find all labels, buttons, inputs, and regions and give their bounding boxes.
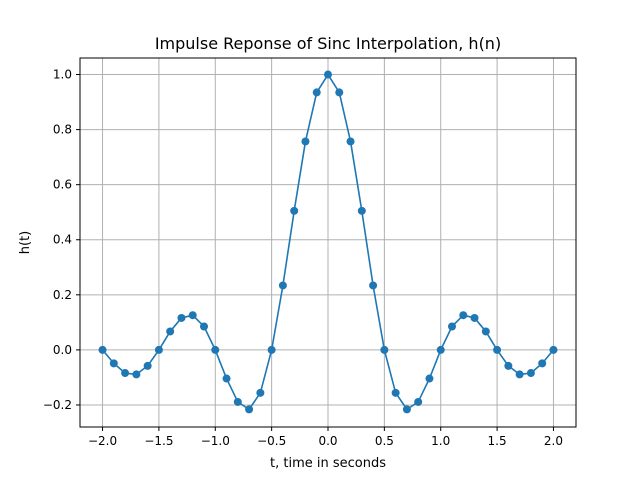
x-tick-label: −1.5	[144, 434, 173, 448]
data-point	[256, 388, 265, 397]
data-point	[324, 70, 332, 79]
data-point	[538, 359, 547, 368]
data-point	[109, 359, 118, 368]
data-point	[154, 345, 163, 354]
data-point	[481, 327, 490, 336]
data-point	[549, 345, 558, 354]
data-point	[369, 281, 378, 290]
data-point	[312, 88, 321, 97]
data-point	[222, 374, 231, 383]
y-tick-label: 0.0	[53, 343, 72, 357]
data-point	[245, 405, 254, 414]
data-point	[425, 374, 434, 383]
data-point	[301, 137, 310, 146]
y-tick-label: −0.2	[43, 398, 72, 412]
y-axis-label: h(t)	[18, 231, 33, 254]
x-tick-label: −0.5	[257, 434, 286, 448]
data-point	[402, 405, 411, 414]
data-point	[188, 311, 197, 320]
grid-layer	[80, 58, 576, 427]
data-point	[132, 370, 141, 379]
x-tick-label: 1.5	[488, 434, 507, 448]
data-point	[346, 137, 355, 146]
x-tick-label: 0.5	[375, 434, 394, 448]
data-point	[290, 206, 299, 215]
data-point	[515, 370, 524, 379]
data-point	[470, 313, 479, 322]
data-point	[143, 361, 152, 370]
x-tick-label: 1.0	[431, 434, 450, 448]
data-point	[211, 345, 220, 354]
y-tick-label: 1.0	[53, 68, 72, 82]
data-point	[504, 361, 513, 370]
data-point	[233, 397, 242, 406]
y-tick-label: 0.6	[53, 178, 72, 192]
x-tick-label: 2.0	[544, 434, 563, 448]
data-point	[526, 369, 535, 378]
data-point	[166, 327, 175, 336]
data-point	[448, 322, 456, 331]
y-axis-ticks: −0.2 0.0 0.2 0.4 0.6 0.8 1.0	[43, 68, 80, 412]
chart-title: Impulse Reponse of Sinc Interpolation, h…	[155, 34, 501, 53]
data-point	[414, 397, 423, 406]
data-markers-layer	[98, 70, 558, 414]
y-tick-label: 0.4	[53, 233, 72, 247]
x-tick-label: 0.0	[318, 434, 337, 448]
x-tick-label: −2.0	[88, 434, 117, 448]
x-axis-ticks: −2.0 −1.5 −1.0 −0.5 0.0 0.5 1.0 1.5 2.0	[88, 427, 563, 448]
data-point	[98, 345, 107, 354]
data-point	[391, 388, 400, 397]
x-tick-label: −1.0	[201, 434, 230, 448]
data-point	[267, 345, 276, 354]
data-point	[380, 345, 389, 354]
data-point	[177, 313, 186, 322]
y-tick-label: 0.2	[53, 288, 72, 302]
data-point	[278, 281, 287, 290]
y-tick-label: 0.8	[53, 123, 72, 137]
data-point	[121, 369, 130, 378]
data-point	[459, 311, 468, 320]
data-point	[493, 345, 502, 354]
data-point	[200, 322, 208, 331]
data-point	[357, 206, 366, 215]
x-axis-label: t, time in seconds	[270, 456, 386, 471]
data-point	[436, 345, 445, 354]
data-point	[335, 88, 344, 97]
